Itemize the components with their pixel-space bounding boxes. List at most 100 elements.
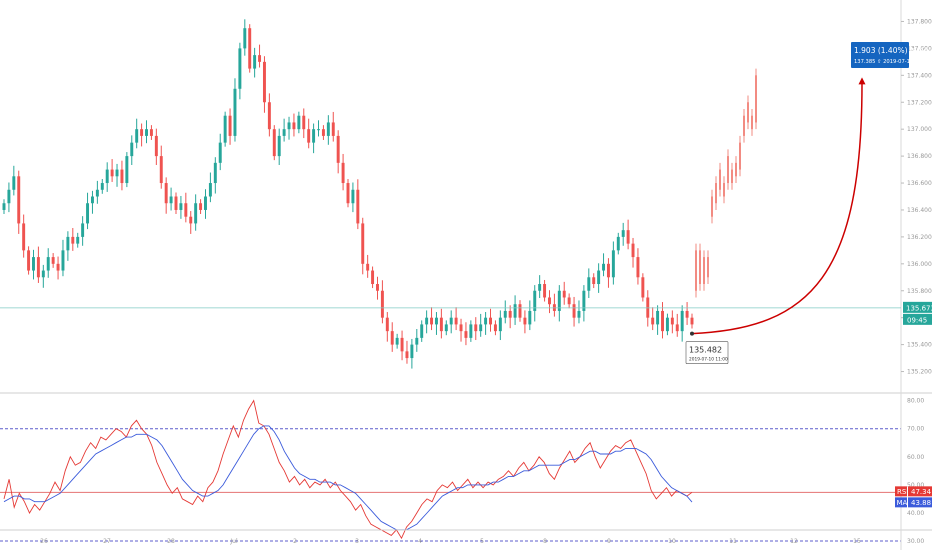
time-tick-label: 10: [668, 538, 676, 545]
candle-body: [351, 189, 355, 204]
candle-body: [449, 317, 453, 325]
candle-body: [71, 236, 75, 244]
candle-body: [341, 162, 345, 184]
time-tick-label: 2: [293, 538, 297, 545]
projection-bar: [715, 183, 717, 204]
price-tick-label: 137.400: [907, 72, 932, 79]
candle-body: [56, 263, 60, 271]
candle-body: [125, 156, 129, 184]
arrow-head: [858, 77, 866, 85]
projection-callout-line2: 137.385 ⇧ 2019-07-15 0: [854, 59, 918, 65]
low-callout-box: [685, 341, 729, 364]
candle-body: [680, 310, 684, 332]
candle-body: [508, 310, 512, 318]
candle-body: [307, 129, 311, 143]
candle-body: [61, 250, 65, 271]
candle-body: [233, 88, 237, 136]
candle-body: [690, 317, 694, 325]
candle-body: [208, 183, 212, 197]
projection-callout-line1: 1.903 (1.40%) in 4d: [854, 46, 929, 55]
candle-body: [326, 122, 330, 136]
candle-body: [469, 324, 473, 338]
rsi-tick-label: 60.00: [907, 454, 924, 461]
candle-body: [661, 310, 664, 332]
candle-body: [282, 129, 286, 136]
candle-body: [297, 115, 301, 130]
price-tick-label: 136.200: [907, 234, 932, 241]
price-tick-label: 135.800: [907, 288, 932, 295]
candle-body: [321, 129, 325, 136]
candle-body: [464, 331, 468, 338]
candle-body: [528, 310, 532, 325]
time-tick-label: 12: [790, 538, 798, 545]
rsi-name-tag: [895, 486, 907, 497]
candle-body: [95, 189, 99, 197]
candle-body: [32, 257, 35, 271]
ma-value-label: 43.88: [911, 499, 931, 507]
candle-body: [204, 196, 207, 210]
candle-body: [149, 129, 153, 136]
candle-body: [17, 176, 21, 224]
candle-body: [606, 263, 610, 278]
candle-body: [454, 317, 458, 325]
candle-body: [277, 135, 281, 157]
candle-body: [302, 115, 306, 130]
candle-body: [218, 142, 222, 163]
projection-bar: [711, 196, 713, 217]
price-panel: [2, 19, 757, 369]
candle-body: [390, 331, 394, 345]
candle-body: [371, 270, 375, 285]
candle-body: [164, 183, 168, 204]
rsi-tick-label: 30.00: [907, 538, 924, 545]
candle-body: [140, 129, 144, 136]
candle-body: [479, 324, 483, 332]
candle-body: [415, 337, 419, 345]
candle-body: [587, 277, 591, 291]
candle-body: [548, 297, 551, 305]
candle-body: [194, 203, 198, 224]
projection-bar: [739, 142, 741, 170]
candle-body: [597, 270, 601, 285]
candle-body: [670, 317, 674, 325]
projection-arrow: [691, 83, 863, 335]
candle-body: [439, 317, 443, 332]
candle-body: [425, 317, 429, 325]
candle-body: [459, 324, 463, 332]
candle-body: [626, 230, 630, 244]
low-point-dot: [690, 331, 694, 336]
candle-body: [317, 129, 320, 131]
last-price-tag: [903, 301, 932, 313]
price-tick-label: 137.800: [907, 18, 932, 25]
projection-bar: [735, 162, 737, 177]
candle-body: [602, 263, 606, 271]
candle-body: [636, 257, 640, 278]
candle-body: [489, 317, 492, 325]
candle-body: [81, 223, 85, 237]
candle-body: [410, 344, 414, 359]
candle-body: [675, 324, 679, 332]
candle-body: [474, 324, 478, 332]
time-tick-label: 26: [40, 538, 48, 545]
candle-body: [159, 156, 163, 184]
candle-body: [346, 183, 350, 204]
projection-bar: [707, 257, 709, 278]
candle-body: [145, 129, 148, 136]
candle-body: [651, 317, 655, 325]
candle-body: [611, 250, 615, 278]
candle-body: [66, 236, 70, 251]
candle-body: [2, 203, 6, 210]
low-callout-price: 135.482: [689, 346, 722, 355]
candle-body: [253, 55, 257, 69]
candle-body: [100, 183, 104, 190]
candle-body: [46, 257, 50, 271]
candle-body: [90, 196, 94, 204]
candle-body: [27, 250, 31, 271]
rsi-tick-label: 70.00: [907, 426, 924, 433]
projection-bar: [703, 257, 705, 285]
candle-body: [533, 290, 537, 311]
countdown-label: 09:45: [907, 316, 927, 324]
projection-bar: [747, 102, 749, 123]
time-tick-label: 3: [355, 538, 359, 545]
time-tick-label: Jul: [229, 538, 238, 545]
candle-body: [331, 122, 335, 136]
